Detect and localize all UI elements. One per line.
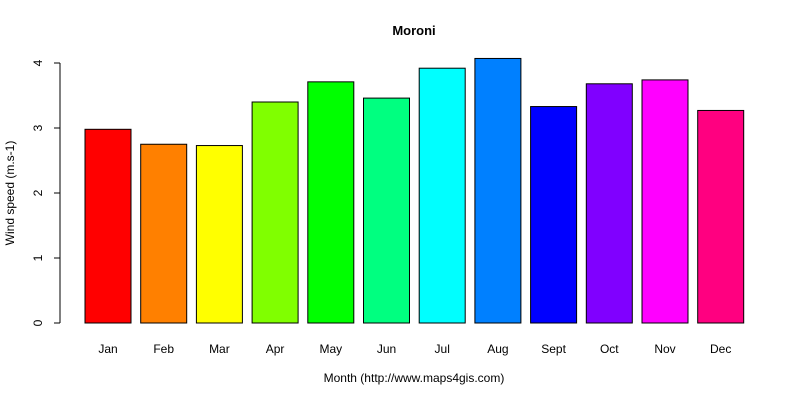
x-tick-label: Mar [209,342,230,356]
x-tick-label: Jul [435,342,450,356]
y-tick-label: 4 [31,59,45,66]
bar-feb [140,143,188,324]
x-axis-label: Month (http://www.maps4gis.com) [324,371,505,385]
chart-title: Moroni [392,23,435,38]
bar-sept [530,106,578,324]
bar-dec [697,109,745,324]
x-tick-label: Jan [98,342,117,356]
y-axis-label: Wind speed (m.s-1) [3,141,17,246]
x-tick-label: Feb [153,342,174,356]
x-tick-label: Apr [266,342,285,356]
bar-oct [585,83,633,324]
x-tick-label: Dec [710,342,731,356]
x-tick-label: May [319,342,342,356]
x-tick-label: Oct [600,342,619,356]
bar-nov [641,79,689,324]
y-tick-label: 0 [31,319,45,326]
x-tick-label: Nov [654,342,675,356]
bar-jan [84,128,132,324]
bar-jun [363,97,410,324]
bar-aug [474,57,522,324]
bar-may [307,81,355,324]
bar-jul [418,67,466,324]
x-axis-tick-labels: Jan Feb Mar Apr May Jun Jul Aug Sept Oct Nov Dec [98,342,731,356]
x-tick-label: Sept [541,342,566,356]
y-tick-label: 2 [31,189,45,196]
bar-apr [251,101,299,324]
y-tick-label: 1 [31,254,45,261]
y-tick-label: 3 [31,124,45,131]
y-axis-ticks: 0 1 2 3 4 [31,59,60,326]
bars [84,57,745,324]
x-tick-label: Aug [487,342,508,356]
bar-mar [195,145,243,324]
x-tick-label: Jun [377,342,396,356]
